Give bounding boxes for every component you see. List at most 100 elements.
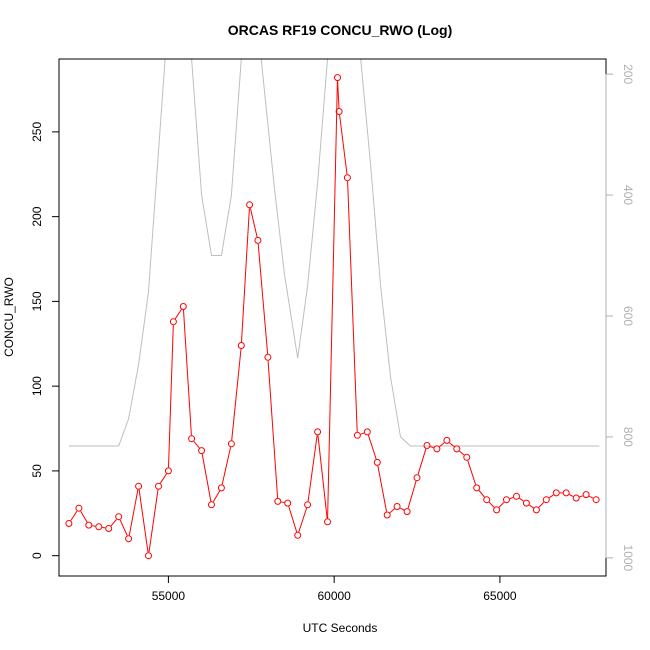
series-red-segment	[407, 480, 417, 509]
data-point	[254, 236, 262, 244]
series-red-segment	[548, 494, 554, 499]
data-point	[237, 342, 245, 349]
series-red-segment	[138, 489, 149, 553]
y-tick-label: 150	[30, 291, 44, 311]
data-point	[493, 506, 501, 514]
data-point	[513, 492, 520, 500]
series-red-segment	[212, 490, 221, 503]
data-point	[324, 518, 331, 526]
data-point	[85, 521, 93, 529]
data-point	[188, 435, 196, 443]
data-point	[423, 442, 431, 449]
series-red-segment	[339, 114, 348, 175]
series-red-segment	[377, 465, 387, 512]
series-red-segment	[588, 495, 594, 499]
series-red-segment	[467, 460, 477, 485]
series-red-segment	[317, 435, 328, 519]
y-tick-label: 100	[30, 376, 44, 396]
series-red-segment	[367, 435, 377, 460]
data-point	[274, 497, 282, 505]
data-point	[363, 428, 371, 436]
series-red-segment	[148, 489, 159, 553]
data-point	[592, 496, 600, 504]
data-point	[522, 499, 530, 507]
series-red-segment	[459, 450, 465, 456]
y2-tick-label: 1000	[621, 545, 635, 572]
series-red-segment	[400, 507, 405, 511]
series-red-segment	[417, 448, 427, 475]
data-point	[473, 484, 481, 492]
series-red-segment	[80, 510, 88, 523]
series-red-segment	[298, 507, 308, 533]
series-red-segment	[92, 525, 96, 527]
data-point	[115, 513, 123, 521]
x-tick-label: 55000	[152, 589, 186, 603]
series-red-segment	[538, 501, 545, 508]
series-red-segment	[231, 348, 242, 441]
data-point	[483, 496, 491, 504]
series-red-segment	[360, 432, 365, 435]
data-point	[582, 491, 590, 499]
series-red-segment	[281, 501, 285, 503]
data-point	[135, 482, 143, 490]
y2-tick-label: 800	[621, 427, 635, 447]
data-point	[105, 525, 113, 532]
y2-tick-label: 400	[621, 185, 635, 205]
data-point	[562, 489, 570, 497]
data-point	[125, 535, 133, 543]
data-point	[198, 447, 206, 455]
y-axis-label: CONCU_RWO	[2, 277, 16, 357]
series-red-segment	[449, 442, 455, 447]
data-point	[65, 520, 73, 527]
series-red-segment	[389, 508, 395, 514]
data-point	[284, 499, 292, 507]
x-tick-label: 65000	[483, 589, 517, 603]
series-red-segment	[174, 309, 182, 320]
series-red-segment	[509, 497, 514, 500]
data-point	[179, 303, 187, 310]
y-tick-label: 200	[30, 206, 44, 226]
data-point	[542, 496, 550, 504]
data-point	[95, 523, 103, 531]
data-point	[314, 428, 322, 436]
data-point	[433, 445, 441, 453]
data-point	[334, 74, 341, 82]
series-red-segment	[257, 243, 269, 354]
data-point	[413, 474, 421, 482]
y2-axis: 200 400 600 800 1000	[605, 64, 635, 572]
series-red-segment	[569, 494, 574, 497]
series-red-segment	[327, 81, 338, 519]
data-point	[393, 503, 401, 510]
series-red-segment	[221, 447, 232, 485]
series-red-segment	[183, 309, 192, 436]
data-point	[145, 552, 152, 560]
series-red-segment	[159, 473, 167, 484]
series-red-segment	[70, 510, 78, 521]
series-red-segment	[201, 453, 212, 502]
series-red-segment	[128, 489, 139, 536]
series-red-segment	[102, 526, 106, 529]
data-point	[572, 494, 580, 502]
y-tick-label: 0	[30, 552, 44, 559]
series-red-segment	[430, 446, 434, 449]
series-red-segment	[498, 501, 505, 508]
series-gray-line	[68, 59, 600, 447]
series-red-segment	[307, 435, 318, 502]
series-red-segment	[110, 519, 117, 527]
data-point	[304, 501, 312, 509]
y-tick-label: 50	[30, 464, 44, 478]
data-point	[463, 453, 471, 461]
y2-tick-label: 600	[621, 306, 635, 326]
data-point	[169, 318, 177, 326]
data-point	[453, 445, 461, 453]
data-point	[246, 201, 254, 209]
data-point	[227, 440, 235, 448]
x-axis: 55000 60000 65000	[152, 575, 517, 603]
data-point	[164, 467, 172, 475]
y-tick-label: 250	[30, 122, 44, 142]
x-tick-label: 60000	[317, 589, 351, 603]
series-red-segment	[337, 81, 340, 109]
data-point	[443, 436, 451, 444]
data-point	[217, 484, 225, 492]
